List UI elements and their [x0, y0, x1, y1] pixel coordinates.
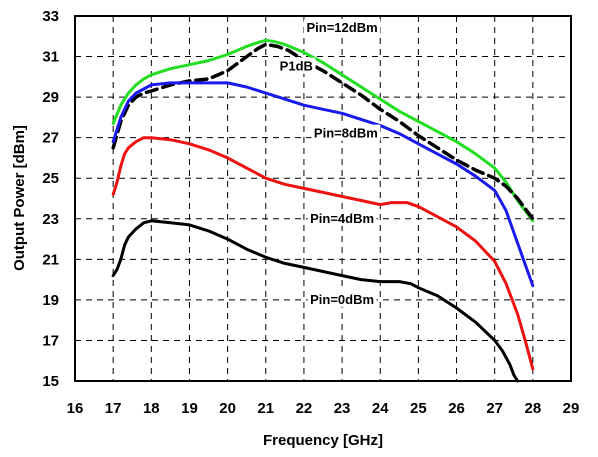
x-tick-label: 24 — [372, 400, 389, 417]
y-tick-label: 19 — [42, 292, 59, 309]
annotations: Pin=12dBm P1dB Pin=8dBm Pin=4dBm Pin=0dBm — [277, 19, 381, 307]
y-axis-title: Output Power [dBm] — [11, 125, 28, 271]
x-tick-label: 18 — [143, 400, 160, 417]
annotation-background — [307, 290, 377, 307]
series-line-pin-4dbm — [111, 136, 535, 371]
gridlines — [75, 16, 571, 381]
y-tick-label: 31 — [42, 49, 59, 66]
x-axis-title: Frequency [GHz] — [263, 432, 383, 449]
y-tick-label: 23 — [42, 211, 59, 228]
series-lines — [111, 38, 535, 383]
annotation-background — [277, 57, 316, 74]
annotation-background — [303, 19, 381, 36]
annotation-label: Pin=4dBm — [310, 211, 374, 226]
y-tick-label: 27 — [42, 130, 59, 147]
annotation-label: P1dB — [280, 59, 313, 74]
annotation-label: Pin=8dBm — [314, 126, 378, 141]
y-tick-labels: 15 17 19 21 23 25 27 29 31 33 — [42, 8, 59, 390]
series-line-pin-12dbm — [111, 38, 535, 223]
x-tick-label: 28 — [525, 400, 542, 417]
series-line-pin-0dbm — [111, 219, 520, 383]
x-tick-label: 25 — [410, 400, 427, 417]
x-tick-labels: 16 17 18 19 20 21 22 23 24 25 26 27 28 29 — [67, 400, 580, 417]
series-line-pin-8dbm — [111, 81, 535, 288]
annotation-background — [311, 124, 381, 141]
x-tick-label: 16 — [67, 400, 84, 417]
y-tick-label: 15 — [42, 373, 59, 390]
y-tick-label: 21 — [42, 251, 59, 268]
y-tick-label: 33 — [42, 8, 59, 25]
y-tick-label: 29 — [42, 89, 59, 106]
y-tick-label: 25 — [42, 170, 59, 187]
x-tick-label: 27 — [486, 400, 503, 417]
x-tick-label: 17 — [105, 400, 122, 417]
y-tick-label: 17 — [42, 332, 59, 349]
x-tick-label: 23 — [334, 400, 351, 417]
x-tick-label: 19 — [181, 400, 198, 417]
x-tick-label: 26 — [448, 400, 465, 417]
x-tick-label: 29 — [563, 400, 580, 417]
annotation-label: Pin=0dBm — [310, 292, 374, 307]
x-tick-label: 20 — [219, 400, 236, 417]
annotation-label: Pin=12dBm — [306, 20, 377, 35]
annotation-background — [307, 209, 377, 226]
x-tick-label: 21 — [257, 400, 274, 417]
x-tick-label: 22 — [296, 400, 313, 417]
plot-area-frame — [74, 15, 572, 382]
series-line-p1db — [111, 42, 535, 221]
